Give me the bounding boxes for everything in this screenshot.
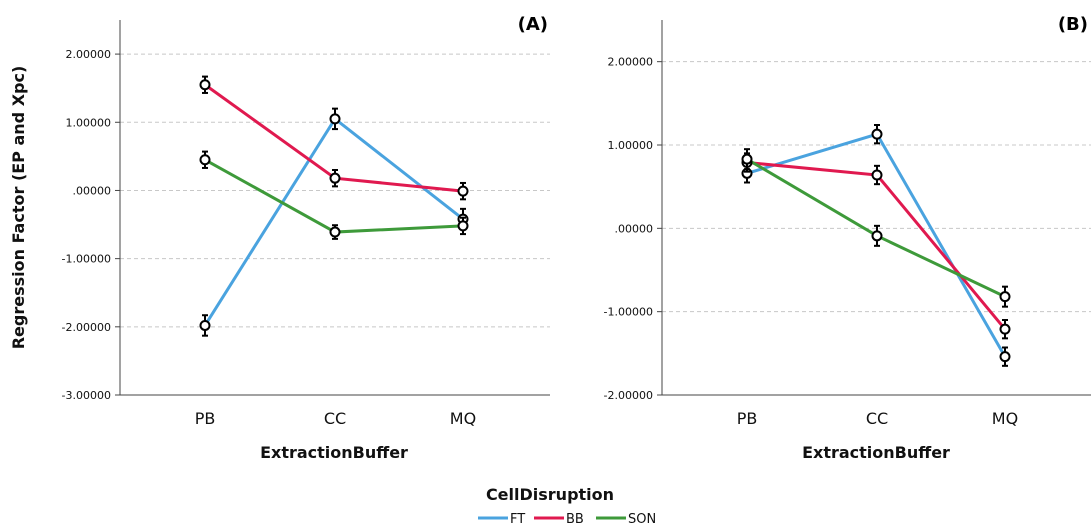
- y-tick-label: -1.00000: [62, 253, 111, 266]
- data-point-bb: [999, 323, 1011, 335]
- y-axis-title: Regression Factor (EP and Xpc): [9, 66, 28, 350]
- panel-b: -2.00000 -1.00000 .00000 1.00000 2.00000 PB CC…: [604, 14, 1091, 462]
- panel-label: (A): [518, 14, 548, 35]
- legend: CellDisruption FT BB SON: [478, 485, 656, 527]
- data-point-ft: [999, 351, 1011, 363]
- y-tick-label: -3.00000: [62, 389, 111, 402]
- legend-label-son: SON: [628, 512, 656, 527]
- data-point-son: [871, 230, 883, 242]
- y-tick-label: -2.00000: [62, 321, 111, 334]
- x-tick-label: CC: [324, 409, 346, 428]
- panel-label: (B): [1058, 14, 1088, 35]
- legend-title: CellDisruption: [486, 485, 614, 504]
- data-point-bb: [329, 172, 341, 184]
- data-point-bb: [457, 185, 469, 197]
- x-tick-label: MQ: [450, 409, 476, 428]
- y-tick-label: 1.00000: [608, 139, 654, 152]
- data-point-son: [329, 226, 341, 238]
- data-point-ft: [871, 128, 883, 140]
- x-tick-label: PB: [737, 409, 758, 428]
- y-tick-label: .00000: [615, 222, 654, 235]
- data-point-ft: [329, 113, 341, 125]
- x-tick-label: PB: [195, 409, 216, 428]
- legend-items: FT BB SON: [478, 512, 656, 527]
- data-point-son: [199, 154, 211, 166]
- x-axis-title: ExtractionBuffer: [260, 443, 408, 462]
- legend-label-bb: BB: [566, 512, 584, 527]
- y-tick-label: 2.00000: [608, 56, 654, 69]
- data-point-ft: [199, 319, 211, 331]
- data-point-bb: [199, 79, 211, 91]
- legend-label-ft: FT: [510, 512, 525, 527]
- y-tick-label: 1.00000: [66, 116, 112, 129]
- y-tick-label: -2.00000: [604, 389, 653, 402]
- y-tick-label: .00000: [73, 184, 112, 197]
- series-line-ft: [203, 116, 464, 327]
- x-axis-title: ExtractionBuffer: [802, 443, 950, 462]
- x-tick-label: CC: [866, 409, 888, 428]
- y-tick-label: -1.00000: [604, 306, 653, 319]
- x-tick-label: MQ: [992, 409, 1018, 428]
- y-tick-label: 2.00000: [66, 48, 112, 61]
- data-point-son: [457, 220, 469, 232]
- data-point-son: [999, 291, 1011, 303]
- data-point-bb: [871, 169, 883, 181]
- data-point-son: [741, 153, 753, 165]
- panel-a: -3.00000 -2.00000 -1.00000 .00000 1.00000 2.0…: [9, 14, 550, 462]
